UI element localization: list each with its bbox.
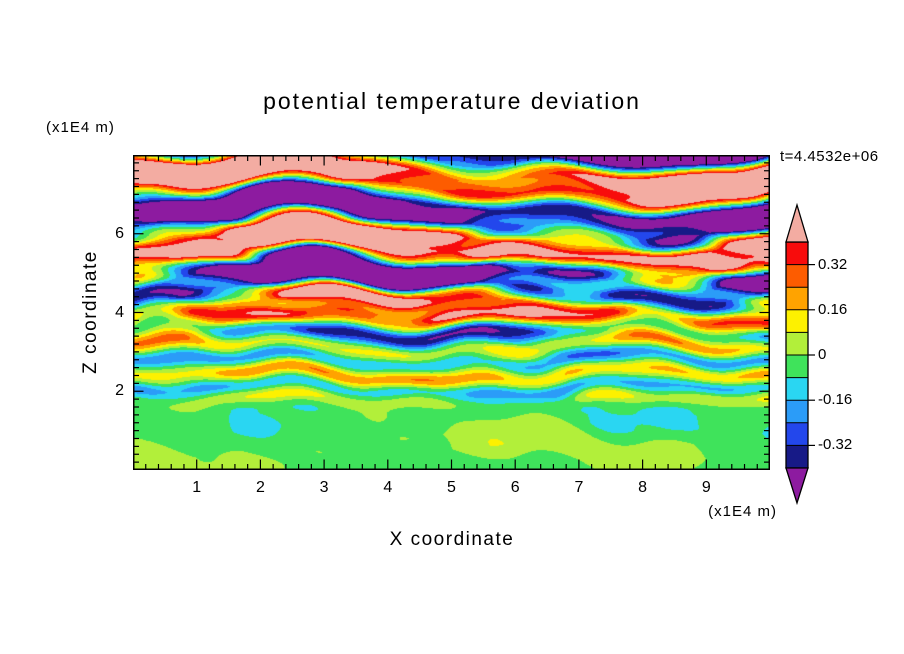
x-tick-label: 1 (192, 479, 202, 496)
plot-area (133, 155, 770, 470)
colorbar (785, 202, 815, 506)
colorbar-tick-label: 0.32 (818, 255, 848, 273)
x-tick-label: 8 (638, 479, 648, 496)
colorbar-over-arrow (785, 202, 809, 243)
temperature-field-heatmap (133, 155, 770, 470)
x-tick-label: 6 (510, 479, 520, 496)
z-axis-units-label: (x1E4 m) (46, 119, 115, 136)
x-tick-label: 4 (383, 479, 393, 496)
colorbar-tick-label: -0.16 (818, 391, 853, 409)
x-axis-title: X coordinate (389, 529, 515, 550)
colorbar-tick-label: 0.16 (818, 300, 848, 318)
x-tick-label: 5 (447, 479, 456, 496)
x-tick-label: 7 (574, 479, 584, 496)
z-tick-label: 2 (115, 382, 124, 400)
x-tick-label: 3 (319, 479, 329, 496)
colorbar-tick-label: 0 (818, 346, 827, 363)
z-tick-label: 6 (115, 224, 124, 242)
x-tick-label: 9 (701, 479, 711, 496)
z-tick-label: 4 (115, 303, 124, 321)
plot-frame-and-ticks (133, 155, 770, 470)
colorbar-under-arrow (785, 467, 809, 506)
chart-title: potential temperature deviation (263, 88, 641, 114)
colorbar-tick-label: -0.32 (818, 436, 853, 454)
x-tick-label: 2 (255, 479, 265, 496)
x-axis-units-label: (x1E4 m) (708, 503, 777, 520)
time-annotation: t=4.4532e+06 (780, 148, 879, 165)
